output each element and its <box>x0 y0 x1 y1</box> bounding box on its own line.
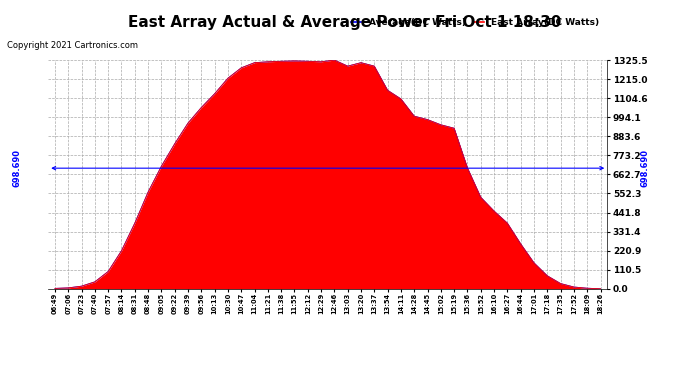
Text: Copyright 2021 Cartronics.com: Copyright 2021 Cartronics.com <box>7 41 138 50</box>
Legend: Average(DC Watts), East Array(DC Watts): Average(DC Watts), East Array(DC Watts) <box>347 14 602 30</box>
Text: East Array Actual & Average Power Fri Oct 1 18:30: East Array Actual & Average Power Fri Oc… <box>128 15 562 30</box>
Text: 698.690: 698.690 <box>12 149 22 187</box>
Text: 698.690: 698.690 <box>640 149 650 187</box>
